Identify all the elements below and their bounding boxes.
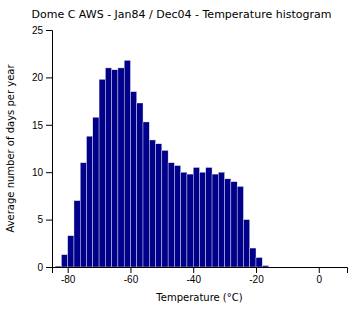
bar xyxy=(275,267,281,268)
y-tick-mark xyxy=(46,172,52,173)
bar xyxy=(200,172,206,267)
y-tick-mark xyxy=(46,267,52,268)
title: Dome C AWS - Jan84 / Dec04 - Temperature… xyxy=(32,8,332,21)
x-tick-label: 0 xyxy=(316,274,322,285)
bar xyxy=(243,220,249,267)
y-tick-mark xyxy=(46,30,52,31)
bar xyxy=(137,103,143,267)
bar xyxy=(80,163,86,267)
bar xyxy=(225,179,231,267)
bar xyxy=(187,174,193,267)
bar xyxy=(130,92,136,267)
bar xyxy=(256,258,262,267)
bar xyxy=(231,182,237,267)
bar xyxy=(68,236,74,267)
y-axis-title: Average number of days per year xyxy=(5,64,16,233)
bar xyxy=(174,166,180,267)
plot-area: -80 -60 -40 -20 0 0 5 10 15 20 25 xyxy=(32,25,348,285)
bars xyxy=(55,60,268,267)
x-tick: -60 xyxy=(124,267,139,285)
x-tick-mark xyxy=(193,267,194,273)
bar xyxy=(55,266,61,267)
x-axis-line xyxy=(53,268,348,274)
chart: -80 -60 -40 -20 0 0 5 10 15 20 25 Dome C AWS - Jan8… xyxy=(0,0,363,309)
x-tick-label: -80 xyxy=(61,274,76,285)
y-tick: 5 xyxy=(37,214,52,225)
bar xyxy=(181,172,187,267)
x-tick: -40 xyxy=(186,267,201,285)
y-tick: 10 xyxy=(32,167,52,178)
bar xyxy=(118,68,124,267)
bar xyxy=(262,266,268,267)
bar xyxy=(162,150,168,267)
bar xyxy=(281,267,287,268)
x-tick-mark xyxy=(256,267,257,273)
bar xyxy=(93,117,99,267)
bar xyxy=(112,70,118,267)
bar xyxy=(124,60,130,267)
y-tick: 20 xyxy=(32,72,52,83)
bar xyxy=(105,68,111,267)
y-tick-mark xyxy=(46,77,52,78)
bar xyxy=(74,201,80,267)
y-tick-label: 10 xyxy=(32,167,44,178)
bar xyxy=(206,167,212,267)
x-axis-title: Temperature (°C) xyxy=(155,292,242,303)
x-axis: -80 -60 -40 -20 0 xyxy=(53,267,348,285)
bar xyxy=(87,136,93,267)
bar xyxy=(250,248,256,267)
bar xyxy=(156,144,162,267)
y-tick-label: 5 xyxy=(37,214,43,225)
bar xyxy=(168,163,174,267)
y-tick-mark xyxy=(46,125,52,126)
bar xyxy=(61,255,67,267)
x-tick-label: -20 xyxy=(249,274,264,285)
y-tick-label: 0 xyxy=(37,262,43,273)
x-tick-label: -40 xyxy=(186,274,201,285)
y-tick-label: 20 xyxy=(32,72,44,83)
y-tick-mark xyxy=(46,220,52,221)
x-tick: 0 xyxy=(316,267,322,285)
x-tick-mark xyxy=(319,267,320,273)
x-tick-mark xyxy=(130,267,131,273)
y-tick-label: 25 xyxy=(32,25,44,36)
y-tick: 15 xyxy=(32,120,52,131)
bar xyxy=(237,186,243,267)
x-tick: -20 xyxy=(249,267,264,285)
bar xyxy=(193,167,199,267)
bar xyxy=(212,174,218,267)
bar xyxy=(269,267,275,268)
y-axis: 0 5 10 15 20 25 xyxy=(32,25,53,273)
x-tick-label: -60 xyxy=(124,274,139,285)
bar xyxy=(99,79,105,267)
x-tick: -80 xyxy=(61,267,76,285)
y-tick: 25 xyxy=(32,25,52,36)
bar xyxy=(143,122,149,267)
y-tick: 0 xyxy=(37,262,52,273)
y-tick-label: 15 xyxy=(32,120,44,131)
bar xyxy=(218,172,224,267)
y-axis-line xyxy=(46,31,53,268)
bar xyxy=(149,140,155,267)
x-tick-mark xyxy=(68,267,69,273)
